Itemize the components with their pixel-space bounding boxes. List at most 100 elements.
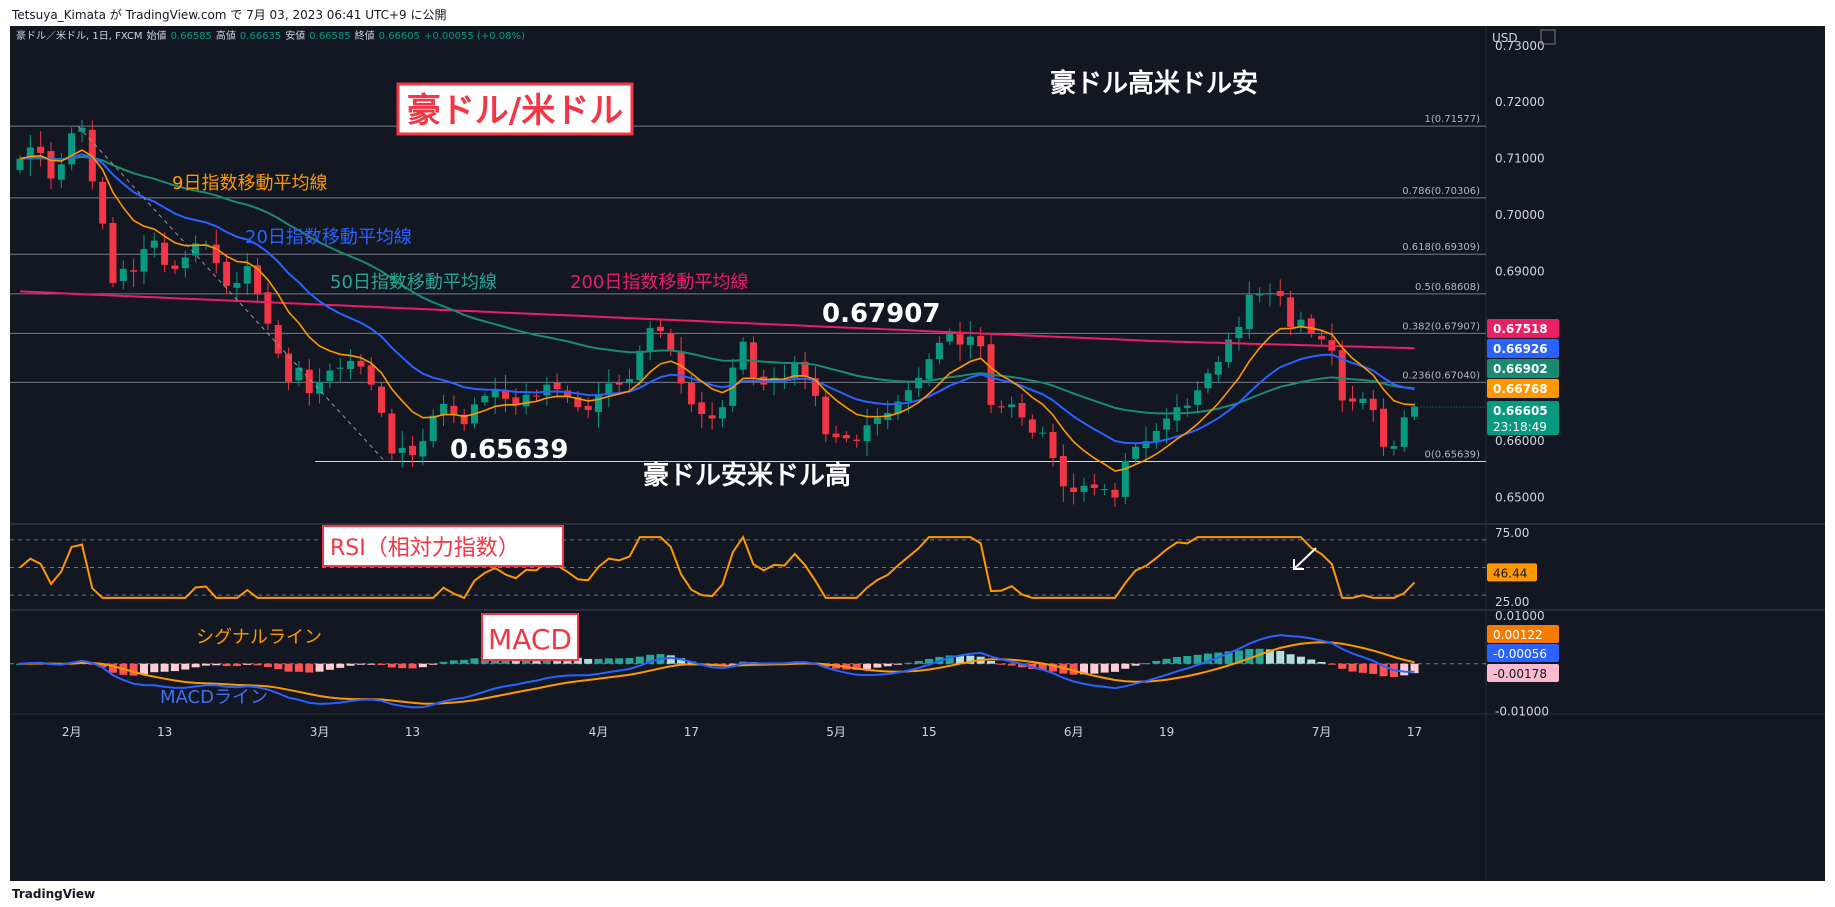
price-tag — [1487, 359, 1559, 378]
candle-body — [37, 146, 45, 154]
candle-body — [119, 268, 127, 281]
candle-body — [842, 435, 850, 439]
macd-histogram-bar — [1069, 663, 1078, 675]
candle-body — [254, 265, 262, 295]
candle-body — [192, 243, 200, 256]
axis-settings-icon — [1540, 29, 1556, 45]
macd-tag — [1487, 664, 1559, 682]
fib-level-label: 0.786(0.70306) — [1402, 186, 1480, 197]
time-axis-label: 5月 — [826, 725, 846, 739]
candle-body — [615, 382, 623, 385]
macd-histogram-bar — [1203, 653, 1212, 664]
candle-body — [698, 402, 706, 414]
candle-body — [667, 333, 675, 351]
macd-histogram-bar — [1255, 648, 1264, 664]
macd-histogram-bar — [1193, 654, 1202, 664]
candle-body — [1380, 408, 1388, 447]
candle-body — [1307, 318, 1315, 334]
legend-low-label: 安値 — [285, 29, 305, 42]
macd-histogram-bar — [336, 663, 345, 668]
macd-histogram-bar — [904, 662, 913, 664]
macd-histogram-bar — [1141, 663, 1150, 665]
candle-body — [966, 336, 974, 346]
candle-body — [243, 266, 251, 284]
candle-body — [708, 415, 716, 419]
legend-open-label: 始値 — [147, 29, 167, 42]
price-axis-tick: 0.73000 — [1495, 39, 1545, 53]
macd-histogram-bar — [646, 654, 655, 664]
fib-level-label: 1(0.71577) — [1424, 114, 1480, 125]
chart-container[interactable]: 1(0.71577) 0.786(0.70306) 0.618(0.69309) 0.… — [10, 26, 1825, 881]
price-axis-unit: USD — [1492, 31, 1518, 45]
price-tag — [1487, 379, 1559, 398]
legend-close-value: 0.66605 — [379, 31, 420, 42]
fib-level-label: 0(0.65639) — [1424, 449, 1480, 460]
macd-histogram-bar — [1379, 663, 1388, 677]
macd-histogram-bar — [367, 663, 376, 665]
tradingview-logo[interactable]: TradingView — [12, 887, 96, 901]
macd-histogram-bar — [181, 663, 190, 670]
candle-body — [181, 257, 189, 269]
macd-histogram-bar — [594, 658, 603, 664]
candle-body — [946, 332, 954, 342]
macd-histogram-bar — [108, 663, 117, 673]
macd-histogram-bar — [1090, 663, 1099, 674]
ema50-label: 50日指数移動平均線 — [330, 272, 497, 293]
macd-histogram-bar — [894, 663, 903, 665]
price-axis-tick: 0.71000 — [1495, 152, 1545, 166]
macd-histogram-bar — [232, 663, 241, 667]
macd-histogram-bar — [677, 658, 686, 664]
macd-histogram-bar — [997, 663, 1006, 665]
price-tag — [1487, 339, 1559, 358]
candle-body — [26, 147, 34, 160]
candle-body — [543, 384, 551, 396]
macd-histogram-bar — [1410, 663, 1419, 674]
rsi-arrow-icon — [1293, 547, 1317, 570]
legend-low-value: 0.66585 — [309, 31, 350, 42]
macd-histogram-bar — [1152, 660, 1161, 664]
candle-body — [161, 242, 169, 265]
macd-histogram-bar — [325, 663, 334, 670]
time-axis-label: 3月 — [310, 725, 330, 739]
candle-body — [1039, 432, 1047, 434]
macd-histogram-bar — [1317, 661, 1326, 664]
macd-histogram-bar — [346, 663, 355, 666]
candle-body — [378, 386, 386, 413]
macd-histogram-bar — [243, 663, 252, 665]
chart-svg[interactable]: 1(0.71577) 0.786(0.70306) 0.618(0.69309) 0.… — [10, 26, 1825, 881]
price-tag — [1487, 401, 1559, 435]
rsi-axis-tick: 25.00 — [1495, 595, 1529, 609]
candle-body — [429, 415, 437, 442]
macd-histogram-bar — [1038, 663, 1047, 670]
candle-body — [1390, 446, 1398, 449]
candle-body — [605, 383, 613, 395]
candle-body — [636, 350, 644, 381]
price-axis-tick: 0.66000 — [1495, 434, 1545, 448]
candle-body — [1132, 446, 1140, 459]
candle-body — [687, 382, 695, 405]
candle-body — [1018, 403, 1026, 418]
time-axis-label: 17 — [1407, 725, 1422, 739]
macd-histogram-bar — [16, 663, 24, 665]
candle-body — [264, 292, 272, 324]
macd-histogram-bar — [1348, 663, 1357, 672]
macd-histogram-bar — [584, 658, 593, 664]
candle-body — [873, 417, 881, 424]
candle-body — [925, 359, 933, 380]
candle-body — [625, 378, 633, 383]
candle-body — [811, 378, 819, 396]
rsi-arrow-head-icon — [1293, 559, 1304, 570]
price-tag-value: 0.66605 — [1493, 404, 1548, 418]
candle-body — [502, 390, 510, 399]
macd-histogram-bar — [170, 663, 179, 672]
macd-histogram-bar — [294, 663, 303, 672]
candle-body — [305, 369, 313, 394]
macd-histogram-bar — [1400, 663, 1409, 676]
candle-body — [832, 433, 840, 438]
fib-level-label: 0.618(0.69309) — [1402, 242, 1480, 253]
ema9-line — [19, 149, 1415, 472]
candle-body — [1287, 297, 1295, 328]
legend-high-label: 高値 — [216, 29, 236, 42]
signal-line-label: シグナルライン — [196, 627, 322, 648]
macd-line-label: MACDライン — [160, 687, 268, 708]
